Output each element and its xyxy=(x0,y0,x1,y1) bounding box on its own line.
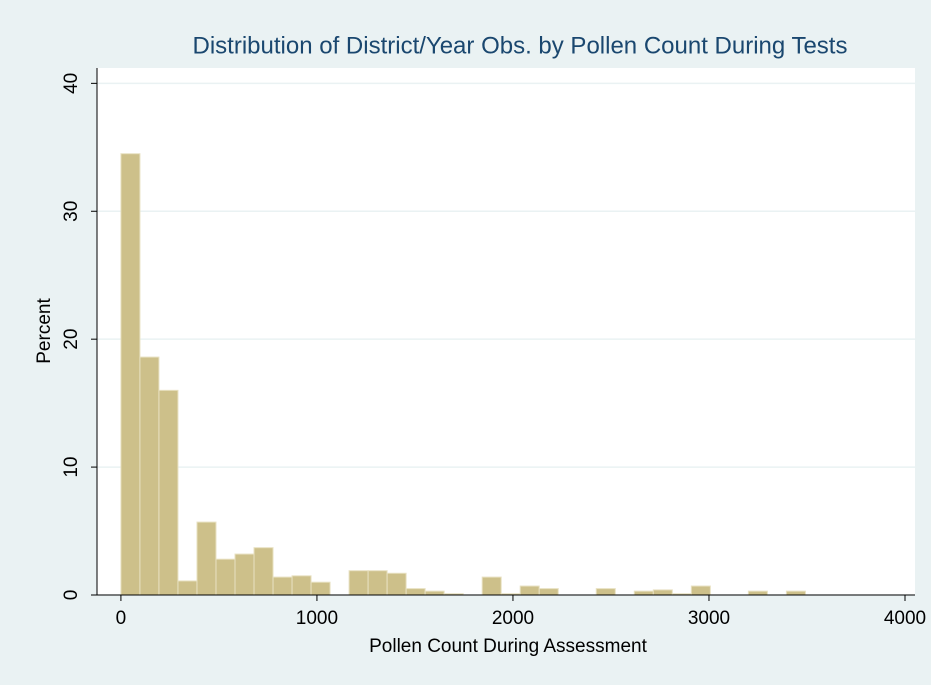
bar xyxy=(367,570,388,596)
x-tick-label: 4000 xyxy=(884,608,926,629)
y-tick-label: 20 xyxy=(61,329,82,350)
bar xyxy=(481,576,502,596)
bar xyxy=(405,588,426,596)
bar xyxy=(177,580,198,596)
bar xyxy=(424,590,445,596)
bar xyxy=(310,581,331,596)
y-tick-label: 40 xyxy=(61,73,82,94)
y-tick-label: 10 xyxy=(61,457,82,478)
bar xyxy=(234,553,255,596)
bar xyxy=(538,588,559,596)
x-axis-title: Pollen Count During Assessment xyxy=(369,636,647,657)
bar xyxy=(139,356,160,596)
bar xyxy=(120,153,141,596)
bar xyxy=(386,572,407,596)
bar xyxy=(652,589,673,596)
bar xyxy=(633,590,654,596)
x-tick-label: 2000 xyxy=(492,608,534,629)
y-tick-label: 30 xyxy=(61,201,82,222)
bar xyxy=(595,588,616,596)
bar xyxy=(253,547,274,596)
bar xyxy=(196,521,217,596)
bar xyxy=(272,576,293,596)
bar xyxy=(348,570,369,596)
y-axis-title: Percent xyxy=(34,298,55,364)
plot-area xyxy=(97,68,915,595)
x-tick-label: 3000 xyxy=(688,608,730,629)
bar xyxy=(215,558,236,596)
bar xyxy=(291,575,312,596)
bar xyxy=(690,585,711,596)
bar xyxy=(785,590,806,596)
x-tick-label: 1000 xyxy=(296,608,338,629)
bar xyxy=(519,585,540,596)
y-tick-label: 0 xyxy=(61,590,82,601)
chart-title: Distribution of District/Year Obs. by Po… xyxy=(193,32,848,59)
x-tick-label: 0 xyxy=(116,608,127,629)
bar xyxy=(747,590,768,596)
bar xyxy=(158,389,179,596)
